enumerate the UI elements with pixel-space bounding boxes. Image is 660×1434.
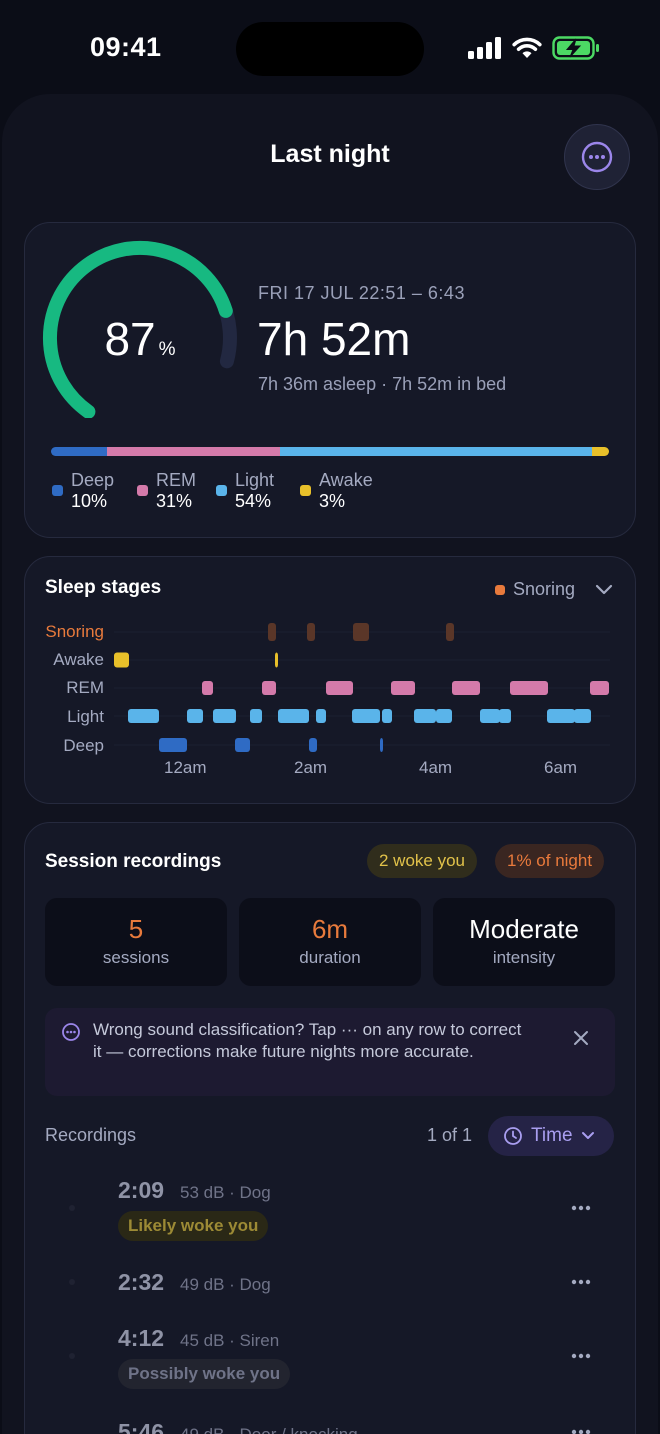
stat-intensity-value: Moderate [469,914,579,944]
row-more-icon[interactable] [571,1353,591,1359]
sleep-summary-card [24,222,636,538]
sleep-date-range: FRI 17 JUL 22:51 – 6:43 [258,283,465,303]
clock-icon [504,1127,522,1145]
stage-distribution-bar [51,447,609,456]
recording-meta: 45 dB · Siren [180,1331,280,1350]
sleep-score-unit: % [158,339,176,360]
classification-tip-banner: Wrong sound classification? Tap ··· on a… [45,1008,615,1096]
recording-marker [69,1279,75,1285]
legend-awake-swatch [300,485,311,496]
recording-meta: 53 dB · Dog [180,1183,271,1202]
row-more-icon[interactable] [571,1279,591,1285]
stat-duration-label: duration [299,948,361,967]
stat-intensity-label: intensity [492,948,556,967]
recording-row[interactable]: 4:12 45 dB · Siren Possibly woke you [25,1323,637,1393]
row-more-icon[interactable] [571,1429,591,1434]
legend-awake-name: Awake [319,470,373,490]
time-tick-6am: 6am [544,758,578,777]
stat-duration: 6m duration [239,898,421,986]
recording-marker [69,1353,75,1359]
snoring-filter-label: Snoring [512,579,575,599]
battery-charging-icon [552,36,599,60]
legend-awake: Awake 3% [300,470,373,512]
status-time: 09:41 [90,32,162,62]
recording-time: 2:32 [118,1269,165,1295]
stage-row-label-rem: REM [66,678,104,697]
recording-row[interactable]: 2:32 49 dB · Dog [25,1267,637,1307]
sleep-stages-card: Sleep stages Snoring [24,556,636,804]
sleep-score-gauge [42,240,237,418]
legend-light-name: Light [235,470,275,490]
session-recordings-title: Session recordings [45,851,222,872]
stage-bar-awake [592,447,609,456]
recording-badge: Likely woke you [118,1211,269,1241]
page-title: Last night [270,140,390,168]
recording-marker [69,1205,75,1211]
status-bar: 09:41 [0,0,660,96]
stat-sessions-value: 5 [128,914,144,944]
legend-deep: Deep 10% [52,470,114,512]
time-tick-2am: 2am [294,758,328,777]
recording-badge: Possibly woke you [118,1359,291,1389]
stat-duration-value: 6m [311,914,349,944]
recording-time: 2:09 [118,1177,165,1203]
sleep-score-value: 87 [104,313,156,365]
legend-light-value: 54% [235,491,272,511]
recording-meta: 49 dB · Dog [180,1275,271,1294]
legend-rem-value: 31% [156,491,193,511]
recording-row[interactable]: 5:46 49 dB · Door / knocking [25,1417,637,1434]
stage-bar-deep [51,447,107,456]
dynamic-island [236,22,424,76]
sleep-stages-title: Sleep stages [45,577,162,598]
chevron-down-icon [581,1132,594,1139]
recording-time: 4:12 [118,1325,165,1351]
more-horizontal-icon [62,1023,80,1041]
stage-bar-light [279,447,593,456]
stat-sessions-label: sessions [102,948,170,967]
stage-row-label-snoring: Snoring [45,622,104,641]
legend-awake-value: 3% [319,491,346,511]
legend-deep-value: 10% [71,491,108,511]
stat-intensity: Moderate intensity [433,898,615,986]
more-horizontal-icon [581,141,613,173]
more-options-button[interactable] [564,124,630,190]
percent-night-pill: 1% of night [495,844,605,878]
stage-row-label-deep: Deep [63,736,104,755]
stage-bar-rem [106,447,280,456]
recording-row[interactable]: 2:09 53 dB · Dog Likely woke you [25,1175,637,1245]
row-more-icon[interactable] [571,1205,591,1211]
stage-row-label-light: Light [67,707,104,726]
legend-deep-swatch [52,485,63,496]
stage-row-label-awake: Awake [53,650,104,669]
sort-by-time-button[interactable]: Time [488,1116,614,1156]
legend-rem: REM 31% [137,470,196,512]
legend-rem-name: REM [156,470,196,490]
chevron-down-icon [595,584,613,594]
recording-meta: 49 dB · Door / knocking [180,1425,358,1434]
recording-time: 5:46 [118,1419,165,1434]
stat-sessions: 5 sessions [45,898,227,986]
woke-you-pill: 2 woke you [367,844,477,878]
time-tick-12am: 12am [164,758,207,777]
sleep-sub-summary: 7h 36m asleep · 7h 52m in bed [258,374,507,394]
close-icon[interactable] [573,1030,589,1046]
time-tick-4am: 4am [419,758,453,777]
snoring-swatch [494,584,505,595]
wifi-icon [512,37,542,58]
status-icons [468,36,600,60]
recordings-page-count: 1 of 1 [427,1125,473,1145]
classification-tip-text: Wrong sound classification? Tap ··· on a… [93,1020,522,1061]
cellular-signal-icon [468,37,501,59]
legend-light: Light 54% [216,470,274,512]
recordings-label: Recordings [45,1125,137,1145]
legend-rem-swatch [137,485,148,496]
sleep-score: 87% [80,312,200,366]
sort-label: Time [531,1125,573,1146]
legend-deep-name: Deep [71,470,115,490]
legend-light-swatch [216,485,227,496]
sleep-duration: 7h 52m [257,313,411,365]
snoring-filter-dropdown[interactable]: Snoring [494,579,613,600]
session-recordings-card: Session recordings 2 woke you 1% of nigh… [24,822,636,1434]
